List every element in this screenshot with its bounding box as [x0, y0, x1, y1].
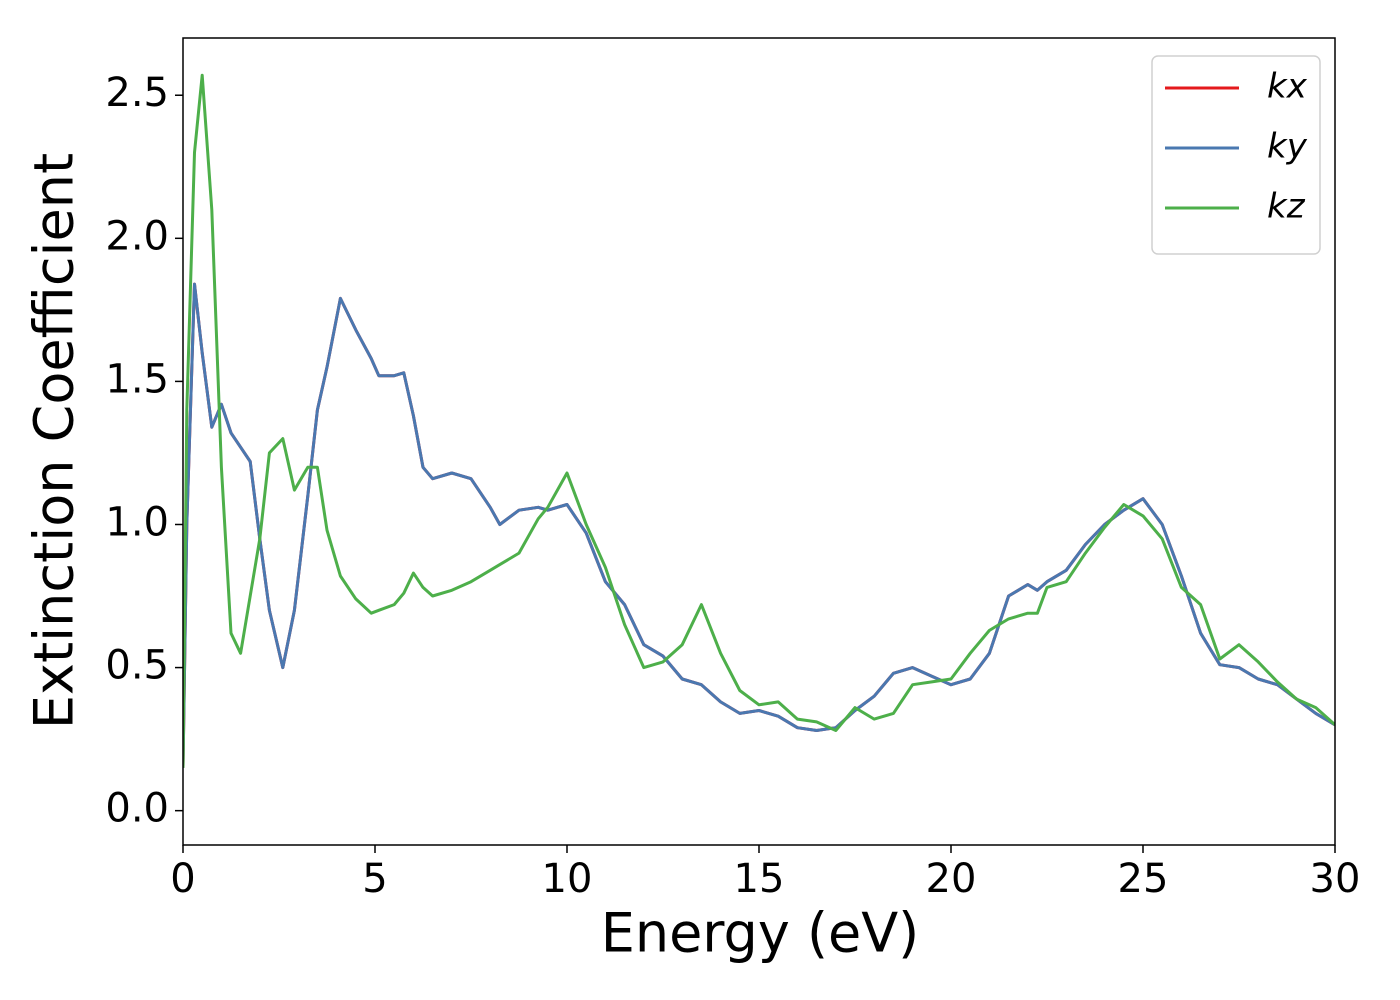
x-tick-label: 15	[734, 856, 785, 902]
y-axis-label: Extinction Coefficient	[23, 153, 86, 729]
legend-label: kx	[1267, 67, 1308, 107]
line-series	[183, 73, 1335, 768]
x-tick-label: 10	[542, 856, 593, 902]
x-axis-label: Energy (eV)	[601, 902, 920, 965]
y-tick-label: 2.0	[105, 213, 169, 259]
x-tick-label: 25	[1118, 856, 1169, 902]
x-tick-label: 5	[362, 856, 387, 902]
y-tick-label: 0.0	[105, 786, 169, 832]
plot-frame	[182, 37, 1336, 846]
legend-label: kz	[1267, 187, 1306, 227]
line-series	[183, 282, 1335, 768]
x-tick-label: 30	[1310, 856, 1361, 902]
legend-box	[1151, 55, 1321, 255]
y-tick-label: 1.0	[105, 499, 169, 545]
y-tick-label: 2.5	[105, 70, 169, 116]
legend-label: ky	[1267, 127, 1308, 167]
x-tick-label: 0	[170, 856, 195, 902]
y-tick-label: 1.5	[105, 356, 169, 402]
y-tick-label: 0.5	[105, 643, 169, 689]
x-tick-label: 20	[926, 856, 977, 902]
